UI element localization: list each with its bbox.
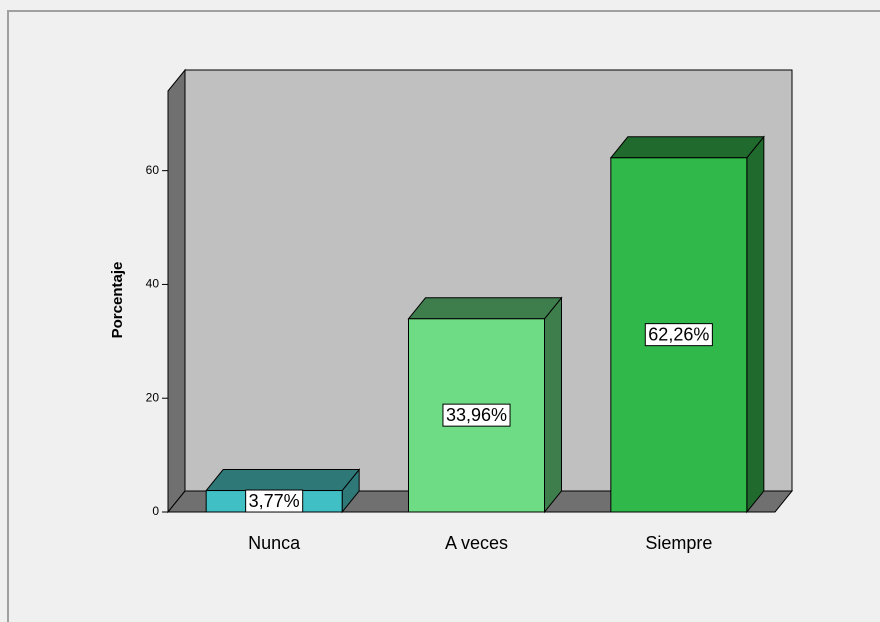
bar-top <box>205 469 361 492</box>
value-label-box <box>442 403 511 427</box>
value-label: 3,77% <box>249 491 300 511</box>
value-label-box <box>644 323 713 347</box>
value-label-box <box>245 489 304 513</box>
frame <box>7 10 880 622</box>
value-label: 33,96% <box>446 405 507 425</box>
x-tick-label: A veces <box>445 533 508 553</box>
x-tick-label: Siempre <box>645 533 712 553</box>
y-tick-label: 20 <box>146 390 160 404</box>
left-wall <box>167 68 186 514</box>
value-label: 62,26% <box>648 325 709 345</box>
y-tick-label: 40 <box>146 277 160 291</box>
bar-side <box>746 135 765 514</box>
y-tick-label: 0 <box>152 504 159 518</box>
y-axis-label: Porcentaje <box>109 262 126 339</box>
bar-top <box>609 136 765 159</box>
x-tick-label: Nunca <box>248 533 301 553</box>
y-tick-label: 60 <box>146 163 160 177</box>
bar-top <box>407 297 563 320</box>
bar-side <box>544 296 562 514</box>
